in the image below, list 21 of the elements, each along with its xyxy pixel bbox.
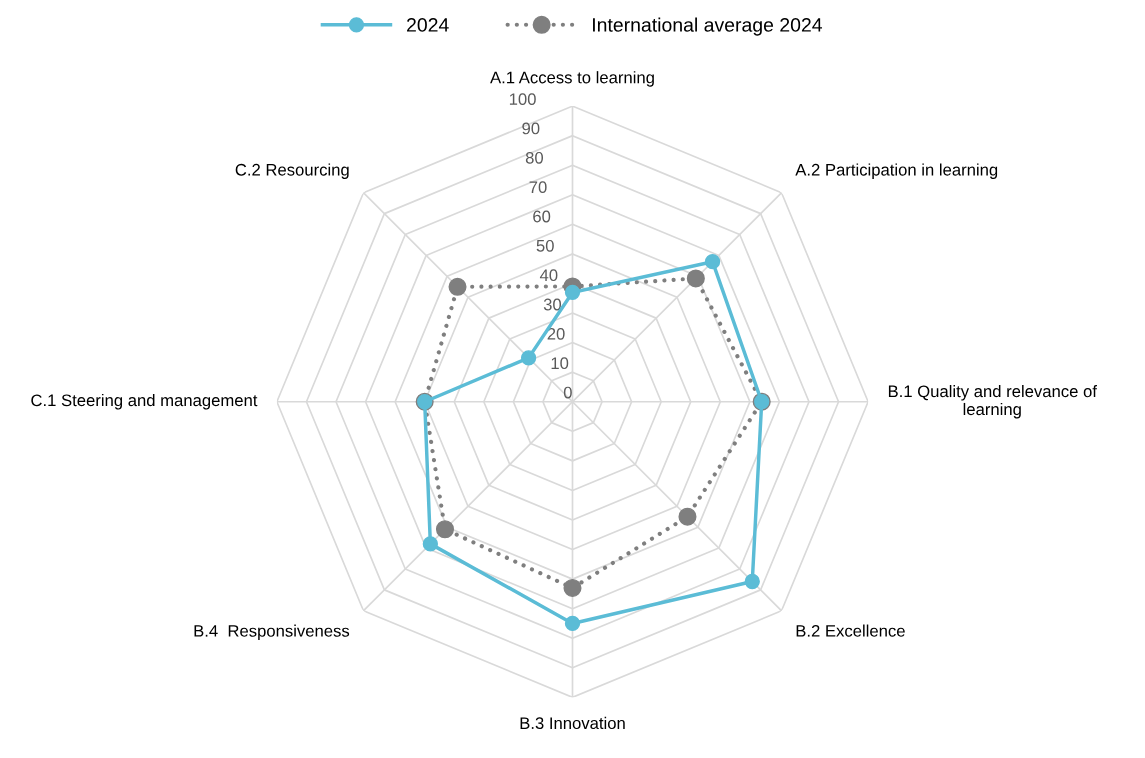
y-tick-label: 30 [543, 298, 562, 311]
y-tick-label: 0 [563, 386, 572, 399]
spoke-label: B.4 Responsiveness [194, 624, 350, 641]
spoke-label: A.2 Participation in learning [795, 163, 998, 179]
y-tick-label: 100 [509, 93, 536, 106]
spoke-label: C.1 Steering and management [31, 393, 258, 410]
y-tick-label: 70 [529, 181, 547, 194]
legend-label: 2024 [407, 18, 449, 32]
y-tick-label: 40 [539, 269, 558, 282]
y-tick-label: 20 [547, 327, 565, 340]
spoke-label: B.3 Innovation [520, 716, 625, 730]
y-tick-label: 80 [525, 151, 544, 164]
spoke-label: A.1 Access to learning [490, 71, 654, 87]
y-tick-label: 50 [536, 239, 554, 252]
spoke-label: B.1 Quality and relevance of learning [888, 385, 1097, 419]
spoke-label: B.2 Excellence [796, 624, 905, 637]
legend-label: International average 2024 [593, 17, 823, 36]
y-tick-label: 60 [533, 210, 551, 223]
y-tick-label: 90 [522, 122, 540, 135]
y-tick-label: 10 [551, 357, 569, 370]
spoke-label: C.2 Resourcing [235, 163, 349, 179]
